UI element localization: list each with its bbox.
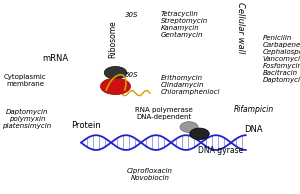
Text: Protein: Protein bbox=[70, 121, 101, 130]
Text: RNA polymerase
DNA-dependent: RNA polymerase DNA-dependent bbox=[135, 107, 192, 120]
Text: DNA gyrase: DNA gyrase bbox=[198, 146, 243, 155]
Text: mRNA: mRNA bbox=[42, 54, 69, 63]
Text: Tetracyclin
Streptomycin
Kanamycin
Gentamycin: Tetracyclin Streptomycin Kanamycin Genta… bbox=[160, 11, 208, 38]
Ellipse shape bbox=[190, 128, 209, 140]
Text: Cytoplasmic
membrane: Cytoplasmic membrane bbox=[4, 74, 47, 87]
Text: Penicilin
Carbapenems
Cephalosporin
Vancomycin
Fosfomycin
Bacitracin
Daptomycin: Penicilin Carbapenems Cephalosporin Vanc… bbox=[262, 35, 300, 83]
Text: Rifampicin: Rifampicin bbox=[233, 105, 274, 114]
Ellipse shape bbox=[100, 78, 130, 94]
Text: Ribosome: Ribosome bbox=[108, 20, 117, 58]
Text: Cellular wall: Cellular wall bbox=[236, 3, 244, 54]
Text: DNA: DNA bbox=[244, 126, 263, 134]
Text: 30S: 30S bbox=[124, 12, 138, 17]
Text: Ciprofloxacin
Novobiocin: Ciprofloxacin Novobiocin bbox=[127, 168, 173, 181]
Text: Erithomycin
Clindamycin
Chlorampheniocl: Erithomycin Clindamycin Chlorampheniocl bbox=[160, 75, 220, 95]
Ellipse shape bbox=[104, 66, 127, 79]
Text: 50S: 50S bbox=[124, 72, 138, 78]
Ellipse shape bbox=[180, 122, 198, 132]
Text: Daptomycin
polymyxin
platensimycin: Daptomycin polymyxin platensimycin bbox=[2, 109, 52, 129]
